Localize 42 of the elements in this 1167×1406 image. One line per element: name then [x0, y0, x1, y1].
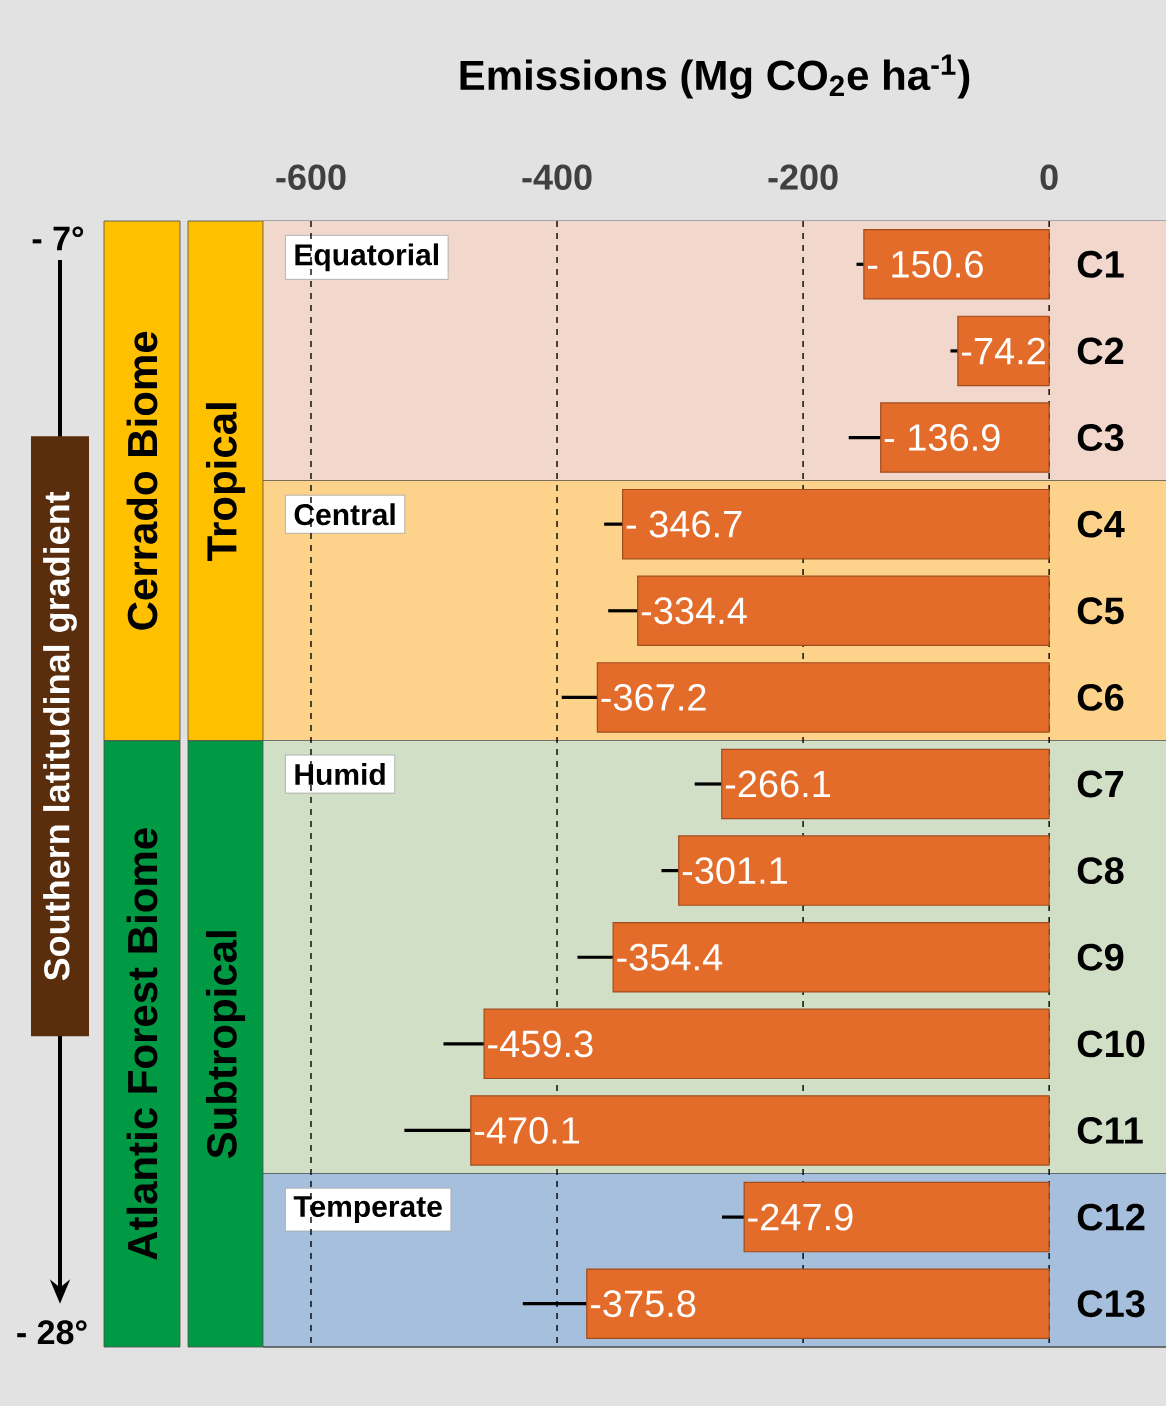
data-label: -301.1 [682, 857, 788, 885]
x-tick-label: -400 [522, 164, 592, 190]
y-tick-label: C10 [1077, 1030, 1145, 1058]
band-label: Equatorial [295, 243, 439, 272]
y-tick-label: C2 [1077, 337, 1124, 365]
y-tick-label: C7 [1077, 770, 1124, 798]
data-label: -459.3 [488, 1030, 593, 1058]
y-tick-label: C6 [1077, 683, 1124, 711]
y-tick-label: C1 [1077, 250, 1124, 278]
band-label: Humid [295, 763, 385, 786]
band-label: Temperate [293, 1196, 442, 1224]
data-label: - 136.9 [884, 424, 1000, 451]
y-tick-label: C4 [1077, 510, 1125, 538]
data-label: -247.9 [748, 1203, 853, 1231]
y-tick-label: C13 [1077, 1290, 1145, 1318]
x-tick-label: -200 [768, 164, 838, 190]
text: - 28° [17, 1320, 87, 1345]
text: - 7° [32, 226, 84, 251]
y-tick-label: C3 [1077, 424, 1124, 452]
text: Atlantic Forest Biome [126, 828, 158, 1260]
y-tick-label: C9 [1077, 943, 1124, 971]
text: Southern latitudinal gradient [43, 491, 77, 981]
text: Subtropical [206, 931, 246, 1159]
data-label: -266.1 [725, 770, 831, 798]
text: Cerrado Biome [126, 331, 158, 630]
x-tick-label: -600 [276, 164, 346, 190]
data-label: -470.1 [474, 1117, 580, 1144]
y-tick-label: C8 [1077, 857, 1124, 885]
data-label: -367.2 [601, 683, 706, 711]
data-label: -354.4 [617, 943, 723, 971]
text: Tropical [206, 403, 246, 561]
data-label: - 346.7 [626, 510, 742, 538]
data-label: - 150.6 [868, 250, 983, 278]
y-tick-label: C11 [1077, 1117, 1143, 1144]
x-tick-label: 0 [1040, 164, 1058, 190]
y-tick-label: C5 [1077, 597, 1124, 625]
data-label: -74.2 [962, 337, 1046, 365]
data-label: -334.4 [641, 597, 747, 625]
band-label: Central [294, 503, 395, 526]
x-axis-title: Emissions (Mg CO$_{2}$e ha$^{-1}$) [460, 54, 970, 99]
data-label: -375.8 [590, 1290, 696, 1318]
y-tick-label: C12 [1077, 1203, 1145, 1231]
